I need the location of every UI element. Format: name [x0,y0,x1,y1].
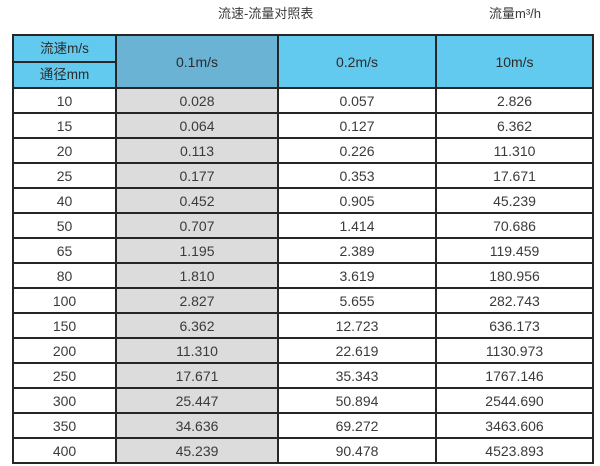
flow-unit-label: 流量m³/h [489,6,542,21]
table-row: 400 45.239 90.478 4523.893 [12,437,594,464]
cell-flow-0.2ms: 12.723 [277,312,437,339]
cell-flow-0.2ms: 0.905 [277,187,437,214]
cell-flow-10ms: 11.310 [435,137,594,164]
cell-flow-0.1ms: 2.827 [115,287,279,314]
cell-flow-0.1ms: 0.113 [115,137,279,164]
cell-flow-0.1ms: 45.239 [115,437,279,464]
cell-flow-0.1ms: 25.447 [115,387,279,414]
table-row: 150 6.362 12.723 636.173 [12,312,594,339]
cell-flow-0.1ms: 0.028 [115,87,279,114]
cell-flow-10ms: 2544.690 [435,387,594,414]
table-row: 300 25.447 50.894 2544.690 [12,387,594,414]
cell-flow-0.2ms: 0.057 [277,87,437,114]
cell-flow-10ms: 180.956 [435,262,594,289]
cell-diameter: 15 [12,112,117,139]
table-row: 200 11.310 22.619 1130.973 [12,337,594,364]
cell-flow-0.1ms: 0.177 [115,162,279,189]
cell-flow-10ms: 45.239 [435,187,594,214]
cell-flow-0.1ms: 11.310 [115,337,279,364]
cell-flow-0.1ms: 17.671 [115,362,279,389]
cell-flow-10ms: 636.173 [435,312,594,339]
table-row: 250 17.671 35.343 1767.146 [12,362,594,389]
table-row: 65 1.195 2.389 119.459 [12,237,594,264]
cell-flow-0.2ms: 5.655 [277,287,437,314]
flow-rate-table: 流速m/s 通径mm 0.1m/s 0.2m/s 10m/s 10 0.028 0.… [12,34,594,464]
cell-diameter: 50 [12,212,117,239]
cell-flow-0.2ms: 0.353 [277,162,437,189]
cell-diameter: 250 [12,362,117,389]
cell-flow-0.1ms: 0.064 [115,112,279,139]
table-row: 40 0.452 0.905 45.239 [12,187,594,214]
header-row: 流速m/s 通径mm 0.1m/s 0.2m/s 10m/s [12,34,594,89]
cell-flow-10ms: 282.743 [435,287,594,314]
cell-flow-0.2ms: 35.343 [277,362,437,389]
cell-flow-10ms: 2.826 [435,87,594,114]
table-row: 15 0.064 0.127 6.362 [12,112,594,139]
cell-flow-0.2ms: 3.619 [277,262,437,289]
cell-flow-0.1ms: 1.195 [115,237,279,264]
cell-flow-0.2ms: 1.414 [277,212,437,239]
cell-diameter: 65 [12,237,117,264]
cell-flow-0.1ms: 1.810 [115,262,279,289]
cell-diameter: 400 [12,437,117,464]
cell-diameter: 100 [12,287,117,314]
header-cell-v10: 10m/s [435,34,594,89]
cell-flow-0.2ms: 2.389 [277,237,437,264]
header-cell-v02: 0.2m/s [277,34,437,89]
cell-flow-0.2ms: 90.478 [277,437,437,464]
cell-flow-0.2ms: 22.619 [277,337,437,364]
cell-flow-10ms: 6.362 [435,112,594,139]
cell-diameter: 150 [12,312,117,339]
cell-diameter: 300 [12,387,117,414]
table-header: 流速m/s 通径mm 0.1m/s 0.2m/s 10m/s [12,34,594,89]
table-row: 100 2.827 5.655 282.743 [12,287,594,314]
page-title: 流速-流量对照表 [218,6,314,21]
diameter-row-label: 通径mm [39,67,90,82]
cell-diameter: 350 [12,412,117,439]
cell-diameter: 10 [12,87,117,114]
cell-diameter: 20 [12,137,117,164]
cell-flow-10ms: 3463.606 [435,412,594,439]
cell-flow-10ms: 119.459 [435,237,594,264]
cell-diameter: 200 [12,337,117,364]
header-cell-v01: 0.1m/s [115,34,279,89]
table-body: 10 0.028 0.057 2.826 15 0.064 0.127 6.362 20 0.11… [12,87,594,464]
velocity-row-label: 流速m/s [15,37,114,63]
table-row: 20 0.113 0.226 11.310 [12,137,594,164]
cell-flow-0.2ms: 69.272 [277,412,437,439]
table-row: 50 0.707 1.414 70.686 [12,212,594,239]
table-row: 350 34.636 69.272 3463.606 [12,412,594,439]
cell-flow-10ms: 1130.973 [435,337,594,364]
cell-diameter: 80 [12,262,117,289]
table-row: 25 0.177 0.353 17.671 [12,162,594,189]
cell-flow-10ms: 1767.146 [435,362,594,389]
cell-flow-10ms: 17.671 [435,162,594,189]
cell-flow-0.2ms: 0.127 [277,112,437,139]
cell-flow-10ms: 70.686 [435,212,594,239]
cell-flow-0.1ms: 0.452 [115,187,279,214]
cell-diameter: 25 [12,162,117,189]
table-row: 10 0.028 0.057 2.826 [12,87,594,114]
cell-flow-0.1ms: 6.362 [115,312,279,339]
table-row: 80 1.810 3.619 180.956 [12,262,594,289]
cell-flow-0.2ms: 0.226 [277,137,437,164]
cell-diameter: 40 [12,187,117,214]
header-cell-velocity-diameter: 流速m/s 通径mm [12,34,117,89]
cell-flow-10ms: 4523.893 [435,437,594,464]
cell-flow-0.1ms: 0.707 [115,212,279,239]
cell-flow-0.2ms: 50.894 [277,387,437,414]
cell-flow-0.1ms: 34.636 [115,412,279,439]
